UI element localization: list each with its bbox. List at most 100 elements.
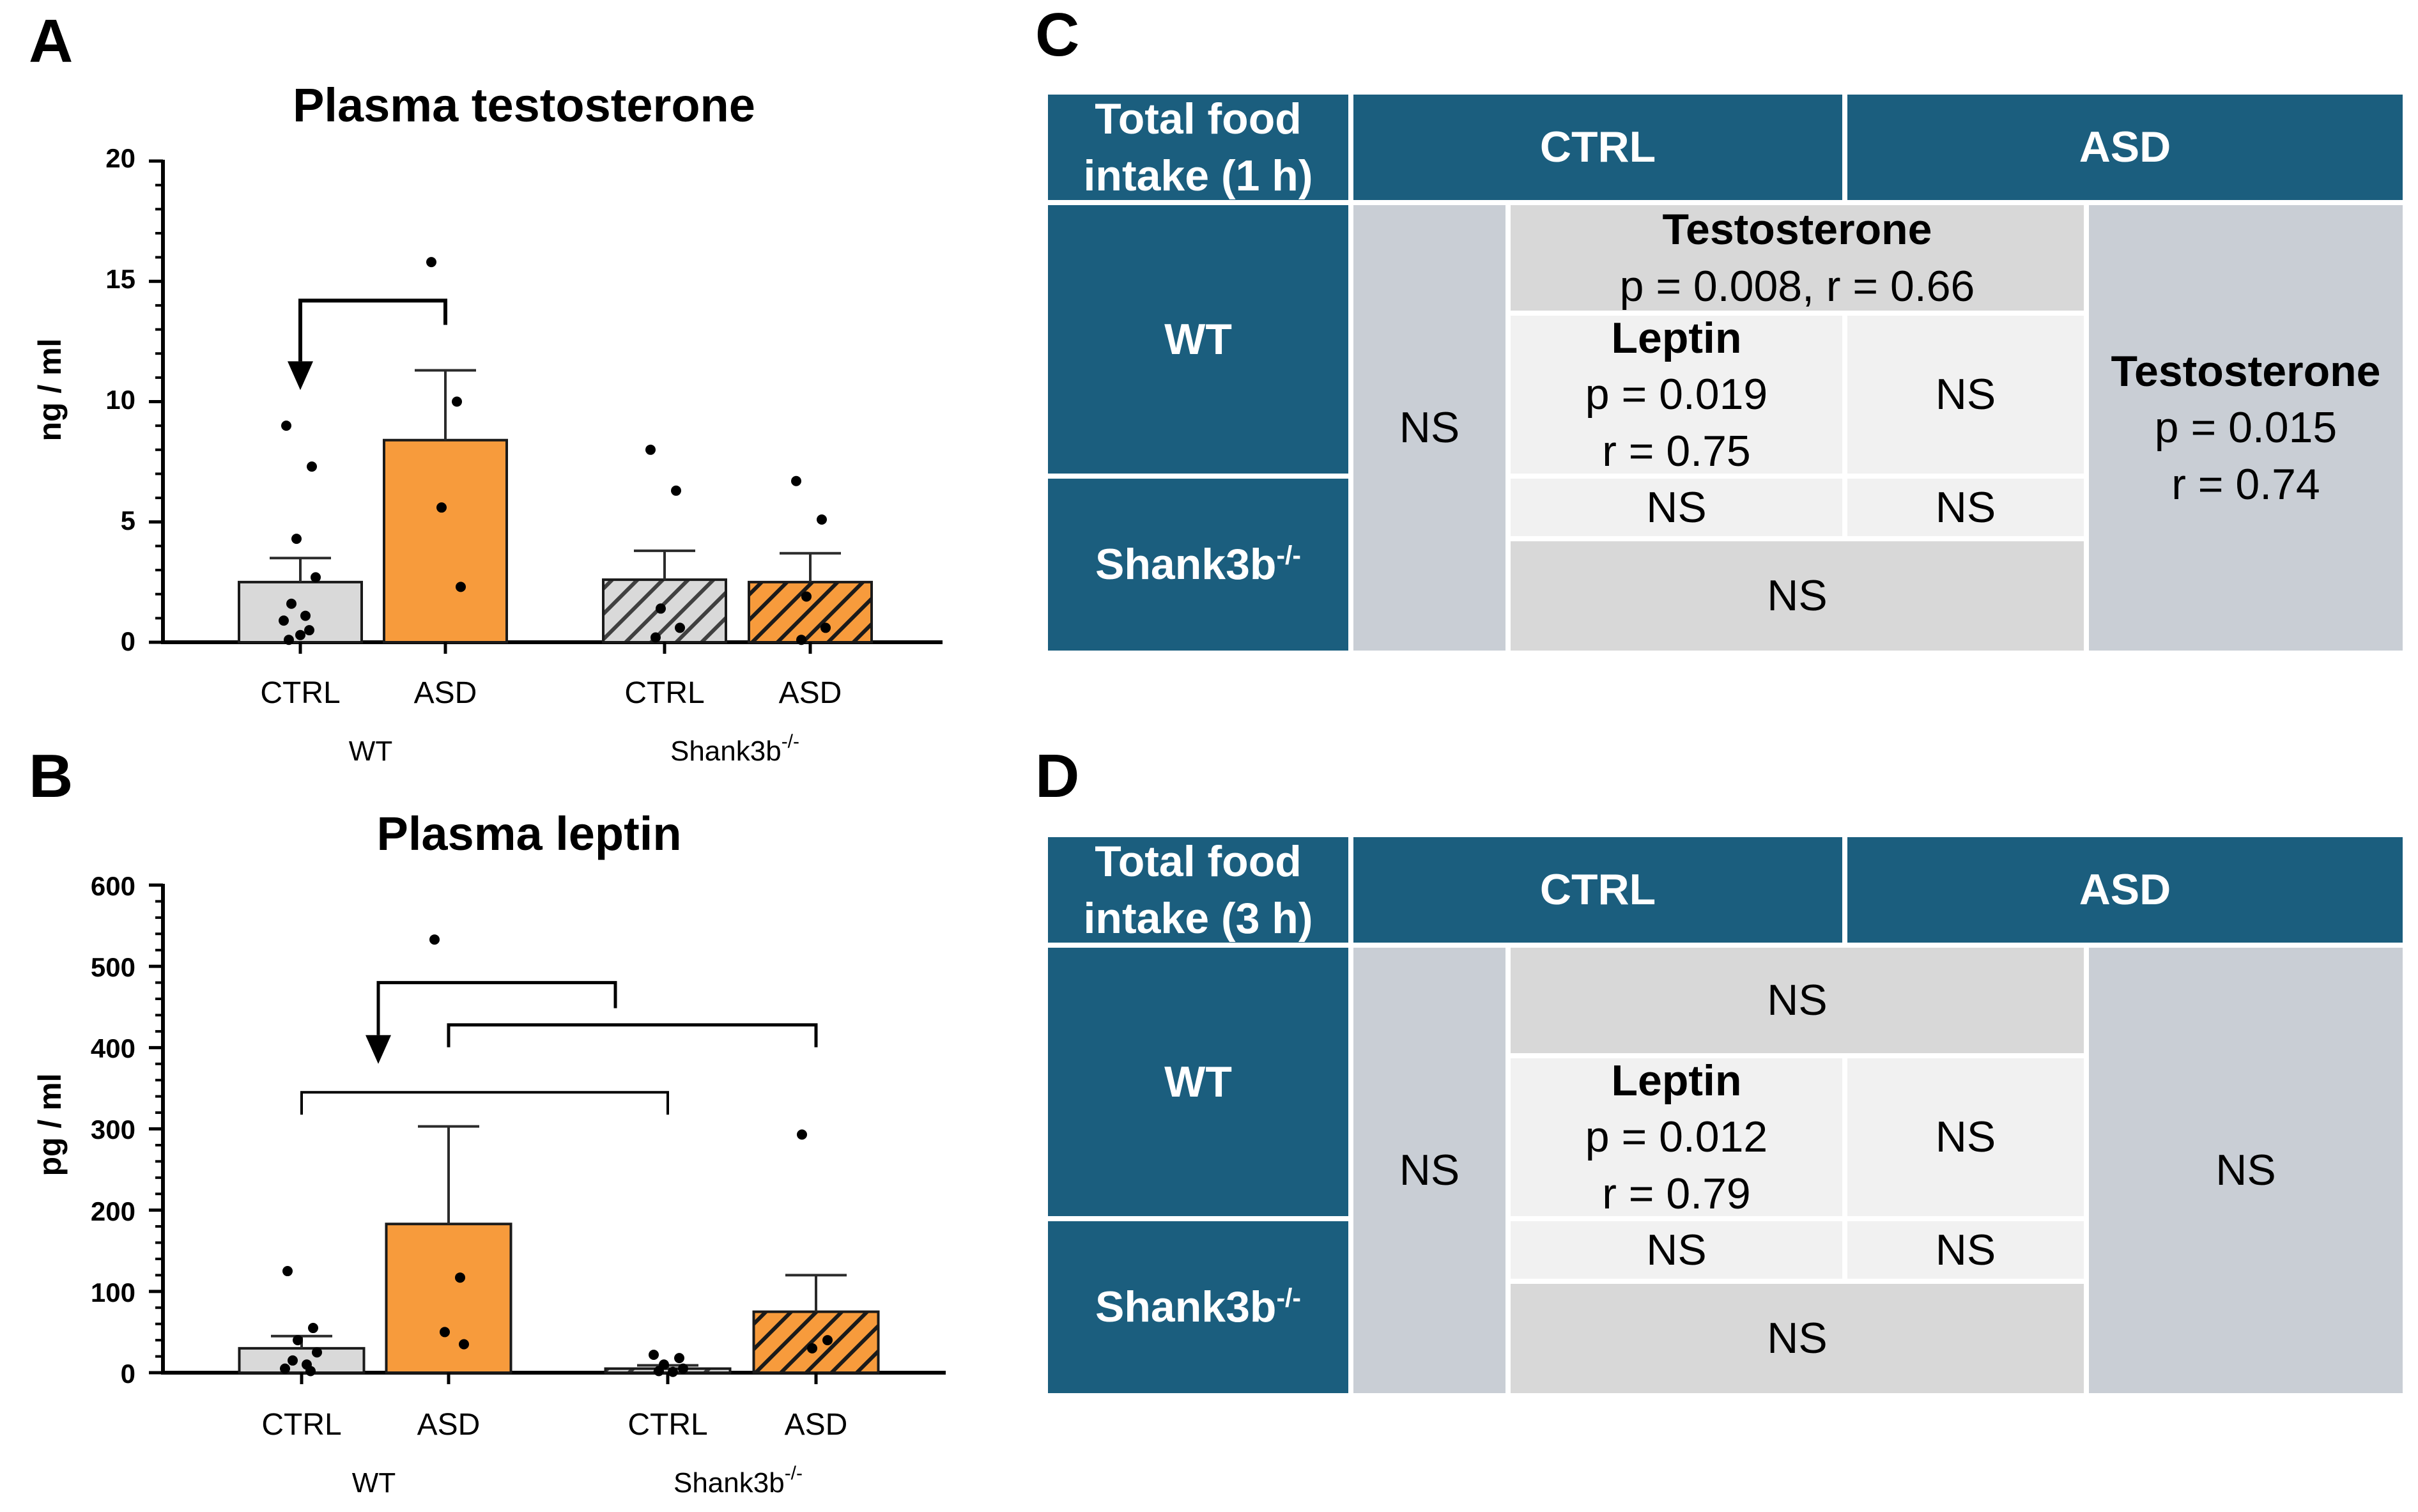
chart-b-bar — [385, 1223, 512, 1375]
table-c-row-wt: WT — [1048, 205, 1348, 474]
chart-b-category-label: CTRL — [628, 1408, 707, 1442]
chart-b-data-point — [440, 1327, 450, 1338]
chart-a-category-label: CTRL — [624, 676, 704, 710]
chart-b-data-point — [282, 1266, 293, 1277]
chart-a-significance-bracket — [298, 298, 447, 362]
chart-a-data-point — [651, 632, 661, 643]
chart-a-data-point — [284, 635, 294, 645]
chart-a-data-point — [675, 622, 685, 633]
chart-b-data-point — [305, 1366, 316, 1377]
panel-letter-d: D — [1035, 742, 1080, 810]
chart-a-title: Plasma testosterone — [293, 79, 755, 132]
table-c-wt-testosterone: Testosterone p = 0.008, r = 0.66 — [1511, 205, 2084, 311]
stat-title: Leptin — [1611, 1056, 1742, 1105]
chart-a-data-point — [456, 582, 466, 592]
stat-p: p = 0.019 — [1585, 370, 1768, 419]
chart-a-tick-label: 0 — [121, 626, 135, 656]
chart-a-significance-arrow — [288, 361, 313, 390]
table-d-wt-testosterone: NS — [1511, 948, 2084, 1053]
chart-b-bar — [604, 1367, 732, 1374]
chart-a-ylabel: ng / ml — [32, 338, 68, 441]
chart-a-tick-label: 10 — [105, 385, 135, 415]
table-d-corner-header: Total food intake (3 h) — [1048, 837, 1348, 943]
table-c-corner-header: Total food intake (1 h) — [1048, 95, 1348, 200]
chart-b-data-point — [312, 1347, 322, 1358]
chart-b-data-point — [308, 1323, 318, 1334]
chart-b-tick-label: 300 — [91, 1115, 135, 1145]
chart-a-data-point — [671, 485, 681, 496]
chart-b-data-point — [674, 1353, 684, 1364]
chart-a-bar — [748, 580, 873, 644]
chart-b-tick-label: 500 — [91, 952, 135, 982]
chart-b-group-label: Shank3b-/- — [674, 1463, 803, 1499]
table-d-ctrl-cell: NS — [1353, 948, 1505, 1393]
corner-line: Total food — [1095, 837, 1302, 886]
table-c-wt-ctrl-leptin: Leptin p = 0.019 r = 0.75 — [1511, 314, 1842, 475]
chart-b-data-point — [797, 1129, 807, 1140]
table-d-col-asd: ASD — [1847, 837, 2403, 943]
stat-p: p = 0.015 — [2154, 403, 2337, 452]
chart-a-tick-label: 5 — [121, 505, 135, 536]
corner-line: intake (1 h) — [1083, 151, 1313, 200]
chart-a-data-point — [452, 396, 462, 407]
table-c-asd-cell: Testosterone p = 0.015 r = 0.74 — [2089, 205, 2403, 651]
chart-b-data-point — [429, 934, 440, 945]
stat-r: r = 0.75 — [1602, 426, 1751, 475]
stat-title: Leptin — [1611, 313, 1742, 362]
chart-a-data-point — [311, 572, 321, 583]
chart-b-significance-bracket — [376, 981, 617, 1035]
chart-a-data-point — [291, 534, 302, 544]
chart-a-data-point — [281, 420, 291, 431]
chart-b-significance-bracket — [447, 1023, 818, 1047]
chart-a-data-point — [820, 622, 831, 633]
chart-b-bar — [238, 1346, 366, 1375]
table-c-row-shank: Shank3b-/- — [1048, 479, 1348, 651]
chart-b-tick-label: 0 — [121, 1359, 135, 1389]
chart-a-data-point — [796, 635, 806, 645]
stat-r: r = 0.74 — [2171, 459, 2320, 509]
chart-a-category-label: ASD — [779, 676, 842, 710]
corner-line: Total food — [1095, 95, 1302, 144]
chart-b-data-point — [654, 1366, 664, 1377]
chart-a-group-label: WT — [349, 736, 392, 767]
chart-a-data-point — [645, 444, 656, 455]
table-d-shank-ctrl-leptin: NS — [1511, 1221, 1842, 1279]
chart-b-data-point — [649, 1350, 659, 1361]
table-d-row-wt: WT — [1048, 948, 1348, 1216]
stat-p: p = 0.012 — [1585, 1113, 1768, 1162]
chart-b-tick-label: 200 — [91, 1196, 135, 1226]
chart-b-significance-arrow — [366, 1035, 391, 1064]
chart-a-data-point — [791, 475, 801, 486]
table-c-col-asd: ASD — [1847, 95, 2403, 200]
chart-a-data-point — [801, 591, 812, 602]
chart-a-category-label: CTRL — [260, 676, 340, 710]
chart-b-category-label: ASD — [785, 1408, 848, 1442]
table-d-col-ctrl: CTRL — [1353, 837, 1842, 943]
chart-b-data-point — [678, 1363, 688, 1374]
chart-b-title: Plasma leptin — [376, 807, 681, 860]
chart-a-data-point — [426, 257, 436, 268]
chart-b-category-label: CTRL — [261, 1408, 341, 1442]
chart-b-bar — [752, 1310, 880, 1374]
chart-a-category-label: ASD — [414, 676, 477, 710]
chart-b-data-point — [822, 1335, 833, 1346]
chart-a-tick-label: 15 — [105, 264, 135, 294]
table-c-shank-testosterone: NS — [1511, 541, 2084, 651]
chart-b-tick-label: 400 — [91, 1033, 135, 1063]
chart-a-data-point — [817, 514, 827, 525]
chart-b-ylabel: pg / ml — [32, 1073, 68, 1176]
stat-title: Testosterone — [1662, 205, 1932, 254]
chart-a-data-point — [279, 615, 289, 626]
panel-letter-c: C — [1035, 1, 1080, 69]
chart-b-tick-label: 100 — [91, 1277, 135, 1308]
chart-b-data-point — [293, 1335, 303, 1346]
table-c: Total food intake (1 h) CTRL ASD WT Shan… — [1048, 95, 2403, 651]
chart-b-category-label: ASD — [417, 1408, 481, 1442]
table-d-shank-testosterone: NS — [1511, 1284, 2084, 1393]
charts-svg: Plasma testosterone ng / ml 0 5 10 15 20… — [32, 79, 946, 1499]
chart-b-data-point — [280, 1363, 290, 1374]
chart-a-group-label: Shank3b-/- — [670, 731, 799, 767]
chart-a-tick-label: 20 — [105, 143, 135, 173]
table-d: Total food intake (3 h) CTRL ASD WT Shan… — [1048, 837, 2403, 1393]
table-c-col-ctrl: CTRL — [1353, 95, 1842, 200]
